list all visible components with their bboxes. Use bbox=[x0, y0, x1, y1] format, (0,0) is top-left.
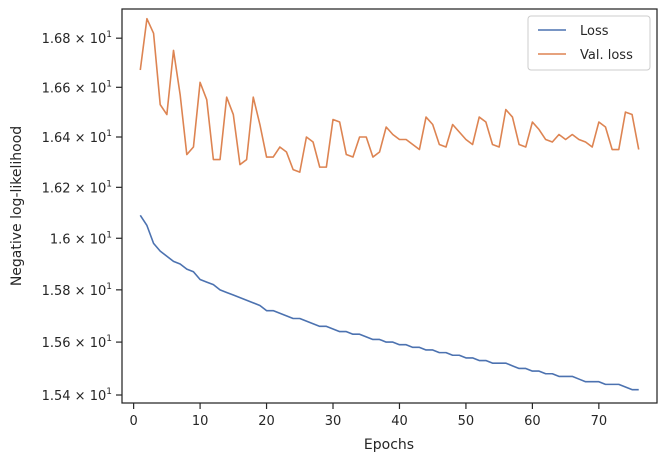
legend: Loss Val. loss bbox=[527, 15, 651, 71]
y-tick-label: 1.6 × 101 bbox=[50, 230, 112, 247]
x-tick-label: 20 bbox=[258, 414, 275, 429]
series-line-loss bbox=[139, 214, 639, 391]
legend-label-loss: Loss bbox=[580, 24, 609, 39]
y-tick-label: 1.68 × 101 bbox=[42, 30, 112, 47]
y-tick-label: 1.64 × 101 bbox=[42, 129, 112, 146]
y-tick-label: 1.66 × 101 bbox=[42, 79, 112, 96]
plot-area-frame bbox=[121, 8, 658, 404]
series-lines bbox=[139, 17, 640, 391]
x-tick-label: 70 bbox=[591, 414, 608, 429]
x-axis-ticks: 0 10 20 30 40 50 60 70 bbox=[129, 403, 607, 429]
series-line-val-loss bbox=[139, 17, 640, 173]
x-tick-label: 40 bbox=[391, 414, 408, 429]
x-tick-label: 60 bbox=[524, 414, 541, 429]
y-tick-label: 1.62 × 101 bbox=[42, 179, 112, 196]
x-tick-label: 50 bbox=[458, 414, 475, 429]
x-tick-label: 0 bbox=[129, 414, 137, 429]
y-axis-label: Negative log-likelihood bbox=[9, 126, 25, 286]
y-tick-label: 1.56 × 101 bbox=[42, 334, 112, 351]
x-axis-label: Epochs bbox=[364, 437, 414, 453]
legend-label-val-loss: Val. loss bbox=[580, 48, 633, 63]
y-axis-ticks: 1.54 × 101 1.56 × 101 1.58 × 101 1.6 × 101 1… bbox=[42, 30, 122, 404]
x-tick-label: 10 bbox=[192, 414, 209, 429]
x-tick-label: 30 bbox=[325, 414, 342, 429]
y-tick-label: 1.58 × 101 bbox=[42, 282, 112, 299]
y-tick-label: 1.54 × 101 bbox=[42, 387, 112, 404]
